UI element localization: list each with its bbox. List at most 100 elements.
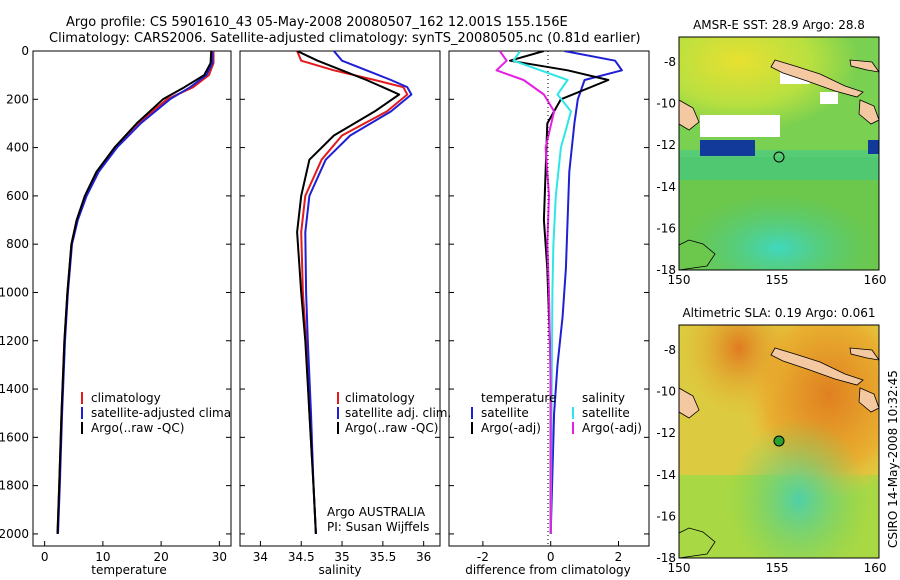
y-tick-label: 400	[6, 141, 29, 155]
header-line-1: Argo profile: CS 5901610_43 05-May-2008 …	[66, 15, 568, 30]
map-x-tick-label: 150	[668, 273, 691, 287]
sst-no-data	[820, 92, 838, 104]
sst-map-title: AMSR-E SST: 28.9 Argo: 28.8	[693, 18, 865, 32]
map-x-tick-label: 160	[864, 273, 887, 287]
y-tick-label: 200	[6, 92, 29, 106]
sla-map	[679, 325, 879, 558]
map-y-tick-label: -16	[656, 221, 676, 235]
argo-float-marker	[773, 435, 785, 447]
pi-label: PI: Susan Wijffels	[327, 520, 429, 534]
y-tick-label: 800	[6, 237, 29, 251]
x-tick-label: 0	[547, 550, 555, 564]
sst-field-warm	[679, 37, 879, 157]
series-line-temperature-satellite	[549, 51, 623, 534]
sst-cold-patch	[700, 140, 755, 156]
land-outline	[858, 99, 879, 125]
temperature-xlabel: temperature	[91, 563, 166, 577]
map-y-tick-label: -16	[656, 509, 676, 523]
land-outline	[770, 347, 864, 386]
x-tick-label: 36	[416, 550, 431, 564]
series-line-salinity-argo-adj	[495, 51, 556, 534]
sst-map-frame	[678, 36, 880, 271]
land-outline	[849, 59, 879, 73]
tick-layer: 0 10 20 30020040060080010001200140016001800…	[0, 44, 887, 575]
y-tick-label: 1400	[0, 382, 29, 396]
x-tick-label: 10	[95, 550, 110, 564]
series-line-argo-raw-qc	[56, 51, 213, 534]
salinity-xlabel: salinity	[318, 563, 361, 577]
salinity-plot-frame	[239, 50, 441, 547]
series-line-temperature-argo-adj	[509, 51, 610, 534]
map-x-tick-label: 150	[668, 561, 691, 575]
x-tick-label: 34.5	[288, 550, 315, 564]
sla-map-frame	[678, 324, 880, 559]
legend-label-climatology: climatology	[91, 391, 161, 405]
map-y-tick-label: -12	[656, 138, 676, 152]
land-outline	[849, 347, 879, 361]
salinity-legend: climatology satellite adj. clim. Argo(..…	[337, 391, 451, 435]
land-outline	[858, 387, 879, 413]
y-tick-label: 0	[21, 44, 29, 58]
sla-map-title: Altimetric SLA: 0.19 Argo: 0.061	[682, 306, 875, 320]
difference-plot-frame	[448, 50, 650, 547]
x-tick-label: 0	[41, 550, 49, 564]
series-layer	[56, 51, 623, 534]
map-x-tick-label: 155	[766, 273, 789, 287]
series-line-argo-raw-qc	[296, 51, 401, 534]
land-outline	[679, 99, 700, 131]
map-y-tick-label: -12	[656, 426, 676, 440]
map-y-tick-label: -10	[656, 97, 676, 111]
map-y-tick-label: -14	[656, 468, 676, 482]
series-line-satellite-adj-clim	[304, 51, 413, 534]
series-line-satellite-adjusted-climatology	[57, 51, 214, 534]
map-y-tick-label: -18	[656, 263, 676, 277]
y-tick-label: 1200	[0, 334, 29, 348]
x-tick-label: 34	[253, 550, 268, 564]
argo-float-marker	[773, 151, 785, 163]
map-y-tick-label: -14	[656, 180, 676, 194]
legend-label-satellite-adjusted: satellite-adjusted climatology	[91, 406, 269, 420]
series-line-salinity-satellite	[512, 51, 572, 534]
header-line-2: Climatology: CARS2006. Satellite-adjuste…	[49, 31, 641, 46]
legend-label-satellite-adj: satellite adj. clim.	[345, 406, 451, 420]
land-outline	[679, 527, 716, 558]
map-y-tick-label: -8	[664, 343, 676, 357]
land-outline	[770, 59, 864, 98]
land-outline	[679, 239, 716, 270]
temperature-legend: climatology satellite-adjusted climatolo…	[81, 391, 269, 435]
legend-title-salinity: salinity	[582, 391, 625, 405]
y-tick-label: 1800	[0, 479, 29, 493]
land-outline	[679, 387, 700, 419]
y-tick-label: 1000	[0, 285, 29, 299]
legend-label-sal-satellite: satellite	[582, 406, 630, 420]
map-x-tick-label: 155	[766, 561, 789, 575]
sst-no-data	[700, 115, 780, 137]
legend-label-argo: Argo(..raw -QC)	[345, 421, 438, 435]
y-tick-label: 2000	[0, 527, 29, 541]
y-tick-label: 1600	[0, 430, 29, 444]
legend-label-argo: Argo(..raw -QC)	[91, 421, 184, 435]
credit-timestamp: CSIRO 14-May-2008 10:32:45	[886, 370, 900, 548]
float-program-label: Argo AUSTRALIA	[327, 505, 426, 519]
difference-xlabel: difference from climatology	[465, 563, 631, 577]
sst-cold-patch	[868, 140, 879, 154]
legend-label-temp-argo: Argo(-adj)	[481, 421, 541, 435]
map-y-tick-label: -18	[656, 551, 676, 565]
x-tick-label: 20	[153, 550, 168, 564]
map-x-tick-label: 160	[864, 561, 887, 575]
legend-title-temperature: temperature	[481, 391, 556, 405]
legend-label-temp-satellite: satellite	[481, 406, 529, 420]
map-y-tick-label: -8	[664, 55, 676, 69]
x-tick-label: 30	[212, 550, 227, 564]
x-tick-label: -2	[477, 550, 489, 564]
map-y-tick-label: -10	[656, 385, 676, 399]
x-tick-label: 35	[334, 550, 349, 564]
difference-legend: temperature satellite Argo(-adj) salinit…	[471, 391, 642, 435]
legend-label-sal-argo: Argo(-adj)	[582, 421, 642, 435]
temperature-plot-frame	[32, 50, 232, 547]
legend-label-climatology: climatology	[345, 391, 415, 405]
sst-map	[679, 37, 879, 270]
y-tick-label: 600	[6, 189, 29, 203]
x-tick-label: 2	[615, 550, 623, 564]
